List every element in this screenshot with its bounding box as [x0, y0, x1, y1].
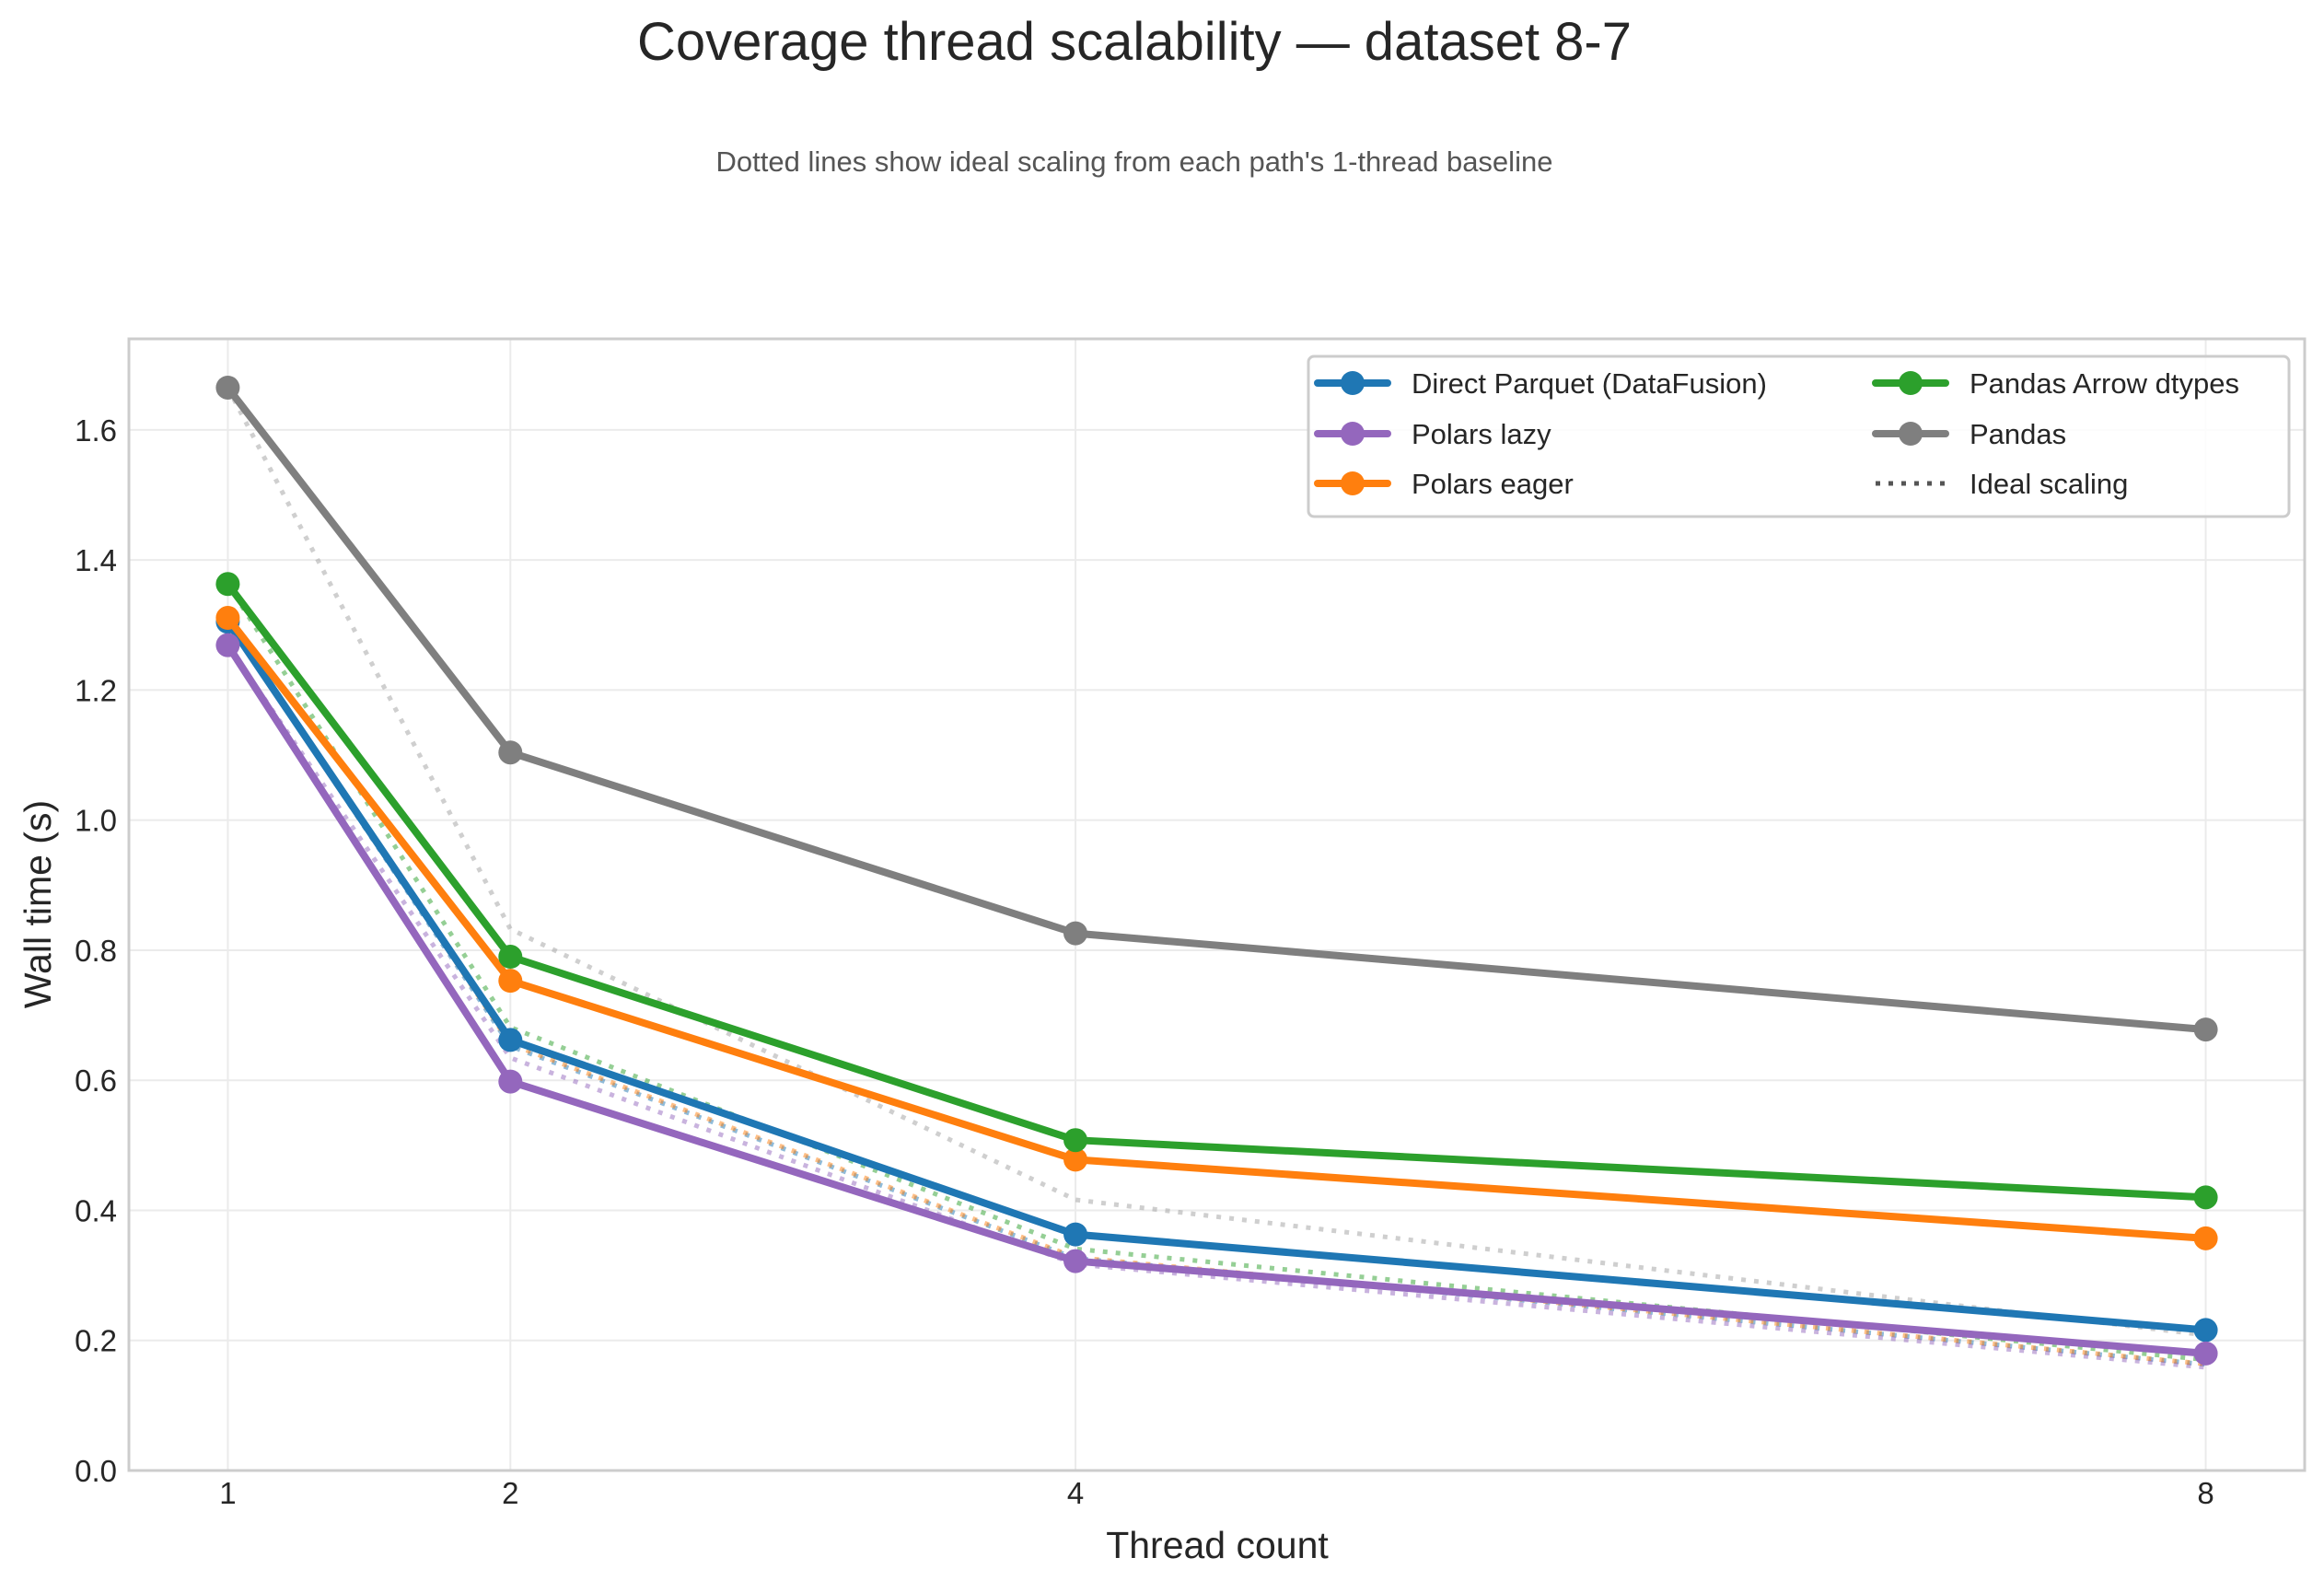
- ideal-scaling-line: [226, 620, 2206, 1367]
- x-tick-label: 8: [2197, 1476, 2214, 1510]
- data-point: [498, 740, 523, 765]
- data-point: [2193, 1318, 2218, 1343]
- data-point: [498, 1069, 523, 1094]
- legend-label: Polars lazy: [1412, 418, 1551, 450]
- y-tick-label: 0.4: [75, 1193, 117, 1227]
- data-point: [498, 1028, 523, 1052]
- y-tick-label: 0.8: [75, 934, 117, 968]
- legend-label: Pandas: [1970, 418, 2066, 450]
- legend-box: [1307, 355, 2291, 518]
- legend-item: Ideal scaling: [1876, 468, 2128, 500]
- legend-label: Ideal scaling: [1970, 468, 2128, 500]
- x-axis-ticks: 1 2 4 8: [219, 1476, 2214, 1510]
- series-line: [225, 615, 2206, 1242]
- data-point: [1063, 1128, 1088, 1153]
- y-tick-label: 0.6: [75, 1064, 117, 1098]
- legend-marker-icon: [1899, 422, 1923, 446]
- data-point: [215, 375, 240, 400]
- series-line: [225, 643, 2206, 1357]
- series-line: [225, 385, 2206, 1034]
- y-tick-label: 1.6: [75, 413, 117, 448]
- legend-label: Polars eager: [1412, 468, 1574, 500]
- x-tick-label: 2: [502, 1476, 518, 1510]
- series-pandas-arrow-dtypes: [215, 572, 2218, 1210]
- x-axis-label: Thread count: [1106, 1524, 1329, 1566]
- chart-title: Coverage thread scalability — dataset 8-…: [637, 12, 1632, 72]
- series-line: [225, 581, 2206, 1202]
- ideal-scaling-line: [226, 386, 2206, 1338]
- legend-label: Pandas Arrow dtypes: [1970, 367, 2239, 400]
- x-tick-label: 1: [219, 1476, 236, 1510]
- legend-item: Pandas: [1872, 418, 2066, 450]
- series-lines: [215, 375, 2218, 1366]
- legend-marker-icon: [1341, 371, 1365, 395]
- legend-item: Direct Parquet (DataFusion): [1314, 367, 1767, 400]
- legend-marker-icon: [1341, 422, 1365, 446]
- x-tick-label: 4: [1067, 1476, 1084, 1510]
- y-axis-ticks: 0.0 0.2 0.4 0.6 0.8 1.0 1.2 1.4 1.6: [75, 413, 117, 1488]
- legend-item: Polars eager: [1314, 468, 1574, 500]
- legend-item: Polars lazy: [1314, 418, 1551, 450]
- chart-subtitle: Dotted lines show ideal scaling from eac…: [716, 145, 1553, 178]
- data-point: [1063, 921, 1088, 946]
- y-tick-label: 1.2: [75, 673, 117, 707]
- data-point: [498, 945, 523, 970]
- y-tick-label: 0.0: [75, 1454, 117, 1488]
- plot-frame: [127, 337, 2307, 1472]
- gridlines: [129, 339, 2305, 1471]
- series-polars-lazy: [215, 633, 2218, 1366]
- series-pandas: [215, 375, 2218, 1042]
- legend: Direct Parquet (DataFusion) Polars lazy Po…: [1307, 355, 2291, 518]
- data-point: [215, 572, 240, 597]
- data-point: [215, 633, 240, 657]
- legend-marker-icon: [1899, 371, 1923, 395]
- data-point: [215, 606, 240, 631]
- series-polars-eager: [215, 606, 2218, 1250]
- data-point: [498, 969, 523, 994]
- data-point: [2193, 1185, 2218, 1210]
- ideal-scaling-line: [226, 616, 2206, 1366]
- data-point: [1063, 1249, 1088, 1273]
- data-point: [1063, 1222, 1088, 1247]
- y-tick-label: 0.2: [75, 1324, 117, 1358]
- y-axis-label: Wall time (s): [17, 800, 59, 1008]
- data-point: [2193, 1341, 2218, 1366]
- legend-item: Pandas Arrow dtypes: [1872, 367, 2239, 400]
- y-tick-label: 1.0: [75, 804, 117, 838]
- series-line: [225, 620, 2206, 1334]
- ideal-scaling-line: [226, 644, 2206, 1370]
- y-tick-label: 1.4: [75, 543, 117, 577]
- legend-marker-icon: [1341, 471, 1365, 495]
- data-point: [2193, 1226, 2218, 1250]
- data-point: [2193, 1017, 2218, 1042]
- legend-label: Direct Parquet (DataFusion): [1412, 367, 1767, 400]
- data-point: [1063, 1147, 1088, 1172]
